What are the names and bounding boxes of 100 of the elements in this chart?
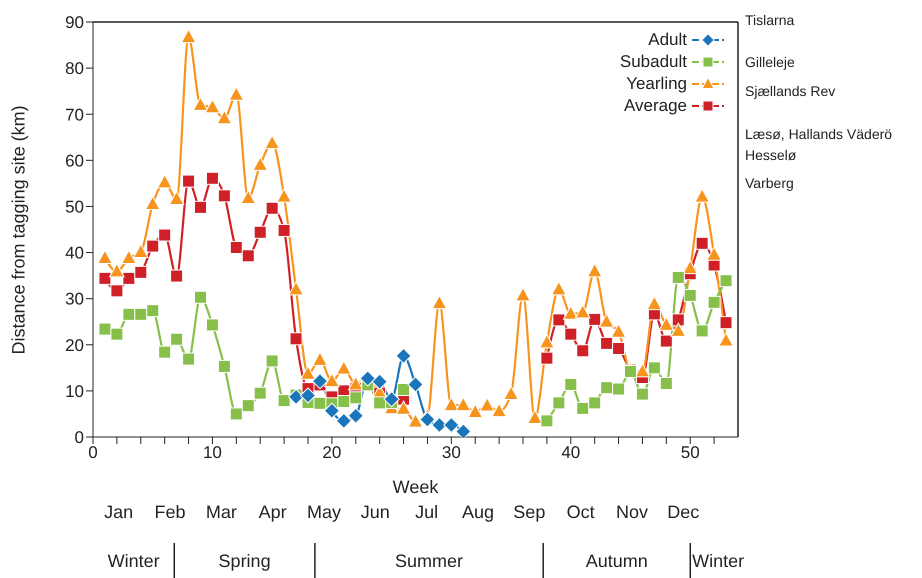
- point: [194, 290, 207, 304]
- point: [170, 332, 184, 346]
- point: [600, 381, 614, 394]
- point: [373, 396, 386, 410]
- point: [194, 200, 207, 214]
- point: [134, 266, 148, 279]
- point: [576, 344, 590, 358]
- point: [300, 366, 316, 380]
- text: May: [306, 502, 341, 522]
- point: [515, 287, 531, 302]
- point: [146, 304, 160, 318]
- text: Jun: [360, 502, 390, 522]
- x-tick-label: 30: [442, 443, 461, 462]
- point: [266, 354, 279, 368]
- point: [612, 382, 626, 396]
- point: [168, 190, 184, 205]
- point: [228, 86, 244, 101]
- point: [240, 190, 256, 204]
- text: Autumn: [586, 551, 648, 571]
- legend-label: Subadult: [620, 52, 687, 72]
- point: [97, 250, 113, 264]
- point: [276, 188, 292, 203]
- point: [98, 322, 112, 336]
- point: [121, 250, 137, 264]
- text: Sjællands Rev: [745, 83, 836, 99]
- point: [349, 391, 362, 404]
- point: [396, 400, 412, 415]
- y-tick-label: 50: [65, 197, 84, 216]
- text: Aug: [462, 502, 494, 522]
- point: [455, 423, 472, 437]
- point: [540, 352, 554, 365]
- text: Læsø, Hallands Väderö: [745, 126, 892, 142]
- point: [419, 411, 436, 428]
- point: [576, 402, 590, 415]
- x-axis-title: Week: [392, 477, 440, 497]
- text: Oct: [566, 502, 595, 522]
- point: [110, 284, 124, 298]
- text: Mar: [206, 502, 237, 522]
- point: [170, 270, 184, 283]
- point: [313, 396, 326, 410]
- point: [610, 324, 626, 338]
- point: [290, 332, 303, 346]
- text: Winter: [692, 551, 744, 571]
- point: [468, 404, 483, 418]
- point: [252, 156, 268, 171]
- point: [551, 281, 567, 296]
- point: [145, 196, 160, 210]
- point: [192, 96, 208, 111]
- point: [182, 352, 196, 366]
- point: [312, 352, 328, 366]
- text: Varberg: [745, 175, 794, 191]
- point: [479, 397, 495, 412]
- legend-label: Average: [624, 96, 687, 116]
- point: [696, 236, 709, 250]
- point: [503, 386, 519, 400]
- point: [408, 413, 424, 428]
- point: [288, 388, 304, 405]
- point: [718, 332, 734, 347]
- point: [218, 360, 231, 373]
- point: [648, 361, 661, 374]
- point: [254, 226, 267, 239]
- x-tick-label: 50: [680, 443, 700, 462]
- point: [720, 274, 733, 288]
- point: [706, 246, 722, 261]
- point: [658, 316, 674, 331]
- point: [254, 386, 267, 400]
- point: [397, 383, 410, 396]
- point: [539, 334, 555, 348]
- point: [122, 272, 136, 285]
- point: [264, 134, 280, 150]
- y-axis-title: Distance from tagging site (km): [8, 105, 28, 354]
- point: [670, 322, 686, 337]
- point: [336, 412, 352, 429]
- legend-label: Yearling: [626, 74, 687, 94]
- y-tick-label: 80: [65, 59, 84, 78]
- point: [564, 328, 578, 341]
- point: [491, 402, 507, 418]
- point: [612, 342, 626, 355]
- y-tick-label: 10: [65, 382, 84, 401]
- point: [563, 306, 578, 320]
- y-tick-label: 0: [74, 428, 84, 448]
- point: [372, 374, 388, 390]
- point: [552, 396, 566, 410]
- point: [586, 263, 602, 278]
- point: [588, 312, 602, 326]
- text: Apr: [258, 502, 287, 522]
- point: [396, 348, 412, 364]
- text: Sep: [513, 502, 546, 522]
- point: [122, 308, 136, 321]
- point: [206, 172, 219, 185]
- point: [324, 402, 340, 419]
- point: [278, 224, 291, 237]
- x-tick-label: 40: [561, 443, 580, 462]
- point: [443, 417, 460, 434]
- point: [110, 328, 124, 341]
- point: [336, 360, 352, 375]
- point: [348, 408, 364, 424]
- point: [216, 110, 232, 124]
- point: [134, 308, 148, 321]
- y-tick-label: 40: [65, 244, 84, 263]
